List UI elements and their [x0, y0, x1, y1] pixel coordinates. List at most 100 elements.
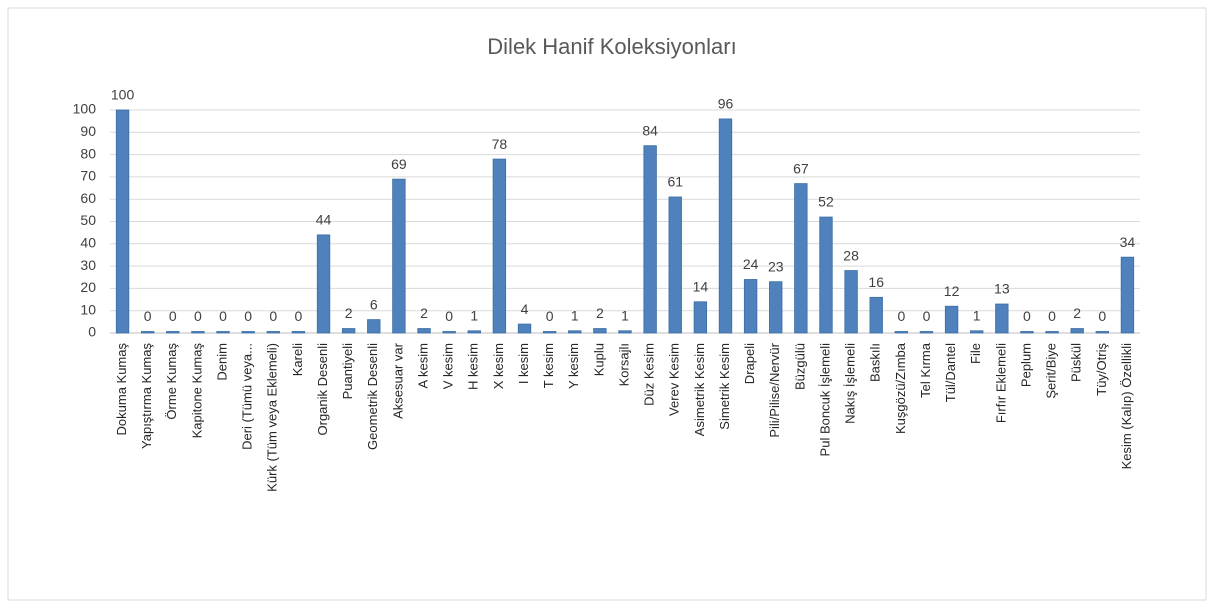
bar [542, 331, 557, 334]
y-tick-label: 80 [80, 145, 96, 161]
bar [995, 303, 1009, 334]
bar [668, 196, 682, 334]
x-tick-label: Puantiyeli [340, 343, 355, 399]
x-tick-label: Kuşgözü/Zımba [893, 342, 908, 434]
data-label: 1 [621, 307, 629, 323]
data-label: 2 [1073, 305, 1081, 321]
bar [216, 331, 230, 334]
data-label: 14 [693, 278, 709, 294]
data-label: 28 [843, 247, 859, 263]
bar [392, 178, 406, 334]
data-label: 0 [219, 308, 227, 324]
data-label: 69 [391, 156, 407, 172]
data-label: 1 [470, 307, 478, 323]
bar [241, 331, 255, 334]
x-tick-label: T kesim [541, 343, 556, 388]
x-tick-label: Korsajlı [616, 343, 631, 386]
x-tick-label: Kareli [290, 343, 305, 376]
bar [568, 330, 582, 334]
bar [1095, 331, 1109, 334]
data-label: 96 [718, 96, 734, 112]
x-tick-label: Denim [214, 343, 229, 381]
x-tick-label: Tül/Dantel [943, 343, 958, 402]
bar [618, 330, 632, 334]
y-tick-label: 20 [80, 279, 96, 295]
x-tick-label: Büzgülü [792, 343, 807, 390]
data-label: 100 [111, 87, 135, 103]
data-label: 84 [642, 122, 658, 138]
bar [894, 331, 909, 334]
bar [291, 331, 306, 334]
x-tick-label: Örme Kumaş [164, 343, 179, 420]
data-label: 67 [793, 160, 809, 176]
bar [115, 109, 130, 334]
bar [341, 328, 356, 334]
bar [316, 234, 331, 334]
y-tick-label: 40 [80, 235, 96, 251]
bar [593, 328, 607, 334]
x-tick-label: Nakış İşlemeli [843, 343, 858, 424]
x-tick-label: Geometrik Desenli [365, 343, 380, 450]
data-label: 34 [1120, 234, 1136, 250]
x-tick-label: I kesim [516, 343, 531, 384]
data-label: 44 [316, 212, 332, 228]
x-tick-label: Peplum [1018, 343, 1033, 387]
data-label: 0 [1048, 308, 1056, 324]
x-tick-label: Asimetrik Kesim [692, 343, 707, 436]
bar [191, 331, 205, 334]
bar [643, 145, 657, 334]
data-label: 0 [194, 308, 202, 324]
bar [166, 331, 180, 334]
x-tick-label: Baskılı [868, 343, 883, 382]
bar [919, 331, 934, 334]
bar [467, 330, 481, 334]
data-label: 0 [445, 308, 453, 324]
chart-frame [7, 7, 1207, 601]
x-tick-label: Kesim (Kalıp) Özellikli [1119, 343, 1134, 470]
data-label: 78 [492, 136, 508, 152]
bar [944, 305, 959, 334]
x-tick-label: Drapeli [742, 343, 757, 384]
x-tick-label: V kesim [441, 343, 456, 389]
data-label: 2 [420, 305, 428, 321]
y-tick-label: 30 [80, 257, 96, 273]
data-label: 1 [571, 307, 579, 323]
x-tick-label: Dokuma Kumaş [114, 343, 129, 436]
bar [1070, 328, 1084, 334]
y-tick-label: 10 [80, 301, 96, 317]
x-tick-label: Kuplu [591, 343, 606, 376]
x-tick-label: Pili/Pilise/Nervür [767, 342, 782, 437]
x-tick-label: Tel Kırma [918, 342, 933, 398]
x-tick-label: Deri (Tümü veya... [240, 343, 255, 450]
bar [517, 323, 532, 334]
bar [367, 319, 381, 334]
y-tick-label: 60 [80, 190, 96, 206]
bar [869, 296, 883, 334]
x-tick-label: Organik Desenli [315, 343, 330, 436]
x-tick-label: Kürk (Tüm veya Eklemeli) [265, 343, 280, 492]
x-tick-label: Fırfır Eklemeli [993, 343, 1008, 423]
data-label: 0 [546, 308, 554, 324]
data-label: 0 [897, 308, 905, 324]
bar [1045, 331, 1059, 334]
x-tick-label: Verev Kesim [667, 343, 682, 416]
x-tick-label: Tüy/Otriş [1094, 343, 1109, 396]
data-label: 2 [345, 305, 353, 321]
bar [794, 183, 808, 334]
x-tick-label: Simetrik Kesim [717, 343, 732, 430]
data-label: 13 [994, 281, 1010, 297]
bar [970, 330, 984, 334]
data-label: 0 [1098, 308, 1106, 324]
x-tick-label: Şerit/Biye [1044, 343, 1059, 399]
data-label: 6 [370, 296, 378, 312]
x-tick-label: Düz Kesim [642, 343, 657, 406]
bar [266, 331, 280, 334]
data-label: 0 [295, 308, 303, 324]
y-tick-label: 0 [88, 324, 96, 340]
data-label: 0 [923, 308, 931, 324]
data-label: 24 [743, 256, 759, 272]
bar [442, 331, 456, 334]
data-label: 16 [868, 274, 884, 290]
bar [417, 328, 431, 334]
